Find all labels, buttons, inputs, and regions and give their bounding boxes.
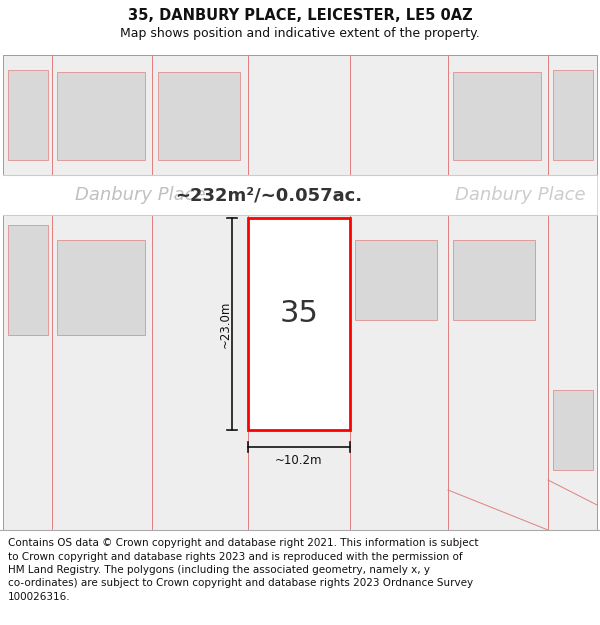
Text: 35, DANBURY PLACE, LEICESTER, LE5 0AZ: 35, DANBURY PLACE, LEICESTER, LE5 0AZ [128,9,472,24]
Bar [52,55,152,175]
Bar [152,55,248,175]
Bar [453,72,541,160]
Text: Danbury Place: Danbury Place [75,186,206,204]
Bar [57,240,145,335]
Bar [248,218,350,430]
Bar [3,175,597,215]
Bar [3,55,52,175]
Bar [448,55,548,175]
Text: ~23.0m: ~23.0m [218,300,232,348]
Bar [453,240,535,320]
Text: to Crown copyright and database rights 2023 and is reproduced with the permissio: to Crown copyright and database rights 2… [8,551,463,561]
Bar [52,215,152,530]
Bar [548,55,597,175]
Text: Contains OS data © Crown copyright and database right 2021. This information is : Contains OS data © Crown copyright and d… [8,538,479,548]
Bar [248,55,350,175]
Bar [152,215,248,530]
Bar [548,215,597,530]
Text: HM Land Registry. The polygons (including the associated geometry, namely x, y: HM Land Registry. The polygons (includin… [8,565,430,575]
Bar [350,55,448,175]
Bar [57,72,145,160]
Text: ~10.2m: ~10.2m [275,454,323,466]
Bar [553,390,593,470]
Bar [3,215,52,530]
Bar [3,55,597,530]
Bar [448,215,548,530]
Text: 100026316.: 100026316. [8,592,71,602]
Bar [158,72,240,160]
Bar [350,215,448,530]
Text: co-ordinates) are subject to Crown copyright and database rights 2023 Ordnance S: co-ordinates) are subject to Crown copyr… [8,579,473,589]
Bar [248,215,350,530]
Text: Map shows position and indicative extent of the property.: Map shows position and indicative extent… [120,28,480,41]
Text: Danbury Place: Danbury Place [455,186,586,204]
Bar [8,225,48,335]
Text: 35: 35 [280,299,319,329]
Text: ~232m²/~0.057ac.: ~232m²/~0.057ac. [175,186,362,204]
Bar [553,70,593,160]
Bar [8,70,48,160]
Bar [355,240,437,320]
